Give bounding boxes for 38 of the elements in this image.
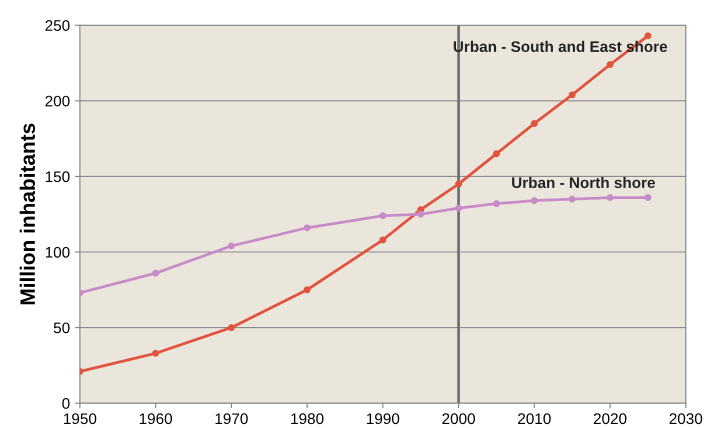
point: [492, 150, 500, 158]
x-tick-label: 1970: [216, 413, 248, 424]
point: [417, 210, 424, 218]
point: [228, 242, 235, 250]
point: [644, 194, 652, 202]
point: [304, 286, 311, 294]
x-tick-label: 1980: [291, 413, 324, 424]
series-label: Urban - North shore: [512, 176, 655, 188]
point: [304, 224, 311, 232]
point: [492, 200, 500, 208]
y-tick-label: 100: [46, 246, 70, 258]
point: [530, 120, 538, 127]
x-tick-label: 2000: [442, 413, 475, 424]
point: [530, 197, 538, 204]
point: [568, 196, 576, 203]
x-tick-label: 1950: [64, 413, 96, 424]
point: [152, 270, 160, 277]
y-tick-label: 150: [46, 171, 70, 182]
point: [568, 91, 576, 98]
y-tick-label: 200: [45, 96, 70, 107]
point: [379, 212, 386, 220]
point: [455, 204, 462, 212]
x-tick-label: 1960: [140, 413, 172, 424]
x-tick-label: 1990: [367, 413, 400, 424]
point: [644, 32, 652, 40]
point: [152, 350, 160, 357]
point: [606, 61, 614, 68]
point: [379, 236, 386, 244]
y-tick-label: 50: [54, 322, 70, 334]
y-tick-label: 250: [45, 20, 70, 31]
point: [228, 324, 235, 332]
x-tick-label: 2030: [670, 413, 702, 424]
y-tick-label: 0: [62, 398, 70, 409]
y-axis-title: Million inhabitants: [20, 124, 36, 304]
point: [606, 194, 614, 202]
x-tick-label: 2010: [518, 413, 551, 424]
point: [455, 180, 462, 188]
x-tick-label: 2020: [594, 413, 626, 424]
